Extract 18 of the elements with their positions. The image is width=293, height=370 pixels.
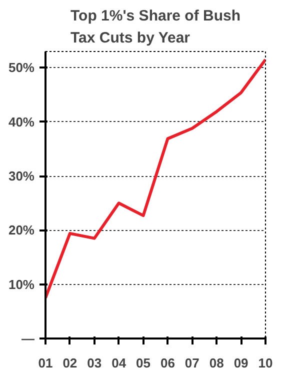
x-tick-label: 02 (62, 356, 78, 370)
x-tick-label: 05 (136, 356, 151, 370)
line-series (46, 58, 266, 300)
y-tick-label: 30% (8, 168, 35, 184)
x-tick-label: 06 (160, 356, 175, 370)
y-tick-label: 10% (8, 276, 35, 292)
chart-title: Top 1%'s Share of Bush Tax Cuts by Year (70, 7, 240, 46)
x-tick-label: 08 (209, 356, 224, 370)
x-tick-label: 09 (234, 356, 248, 370)
y-tick-label: 40% (8, 114, 35, 130)
x-tick-label: 07 (184, 356, 200, 370)
y-tick-label: 20% (8, 222, 35, 238)
x-tick-label: 04 (112, 356, 127, 370)
y-tick-label: — (22, 331, 34, 346)
y-tick-label: 50% (8, 60, 35, 76)
x-tick-label: 03 (87, 356, 102, 370)
x-tick-label: 01 (38, 356, 53, 370)
x-tick-label: 10 (258, 356, 273, 370)
